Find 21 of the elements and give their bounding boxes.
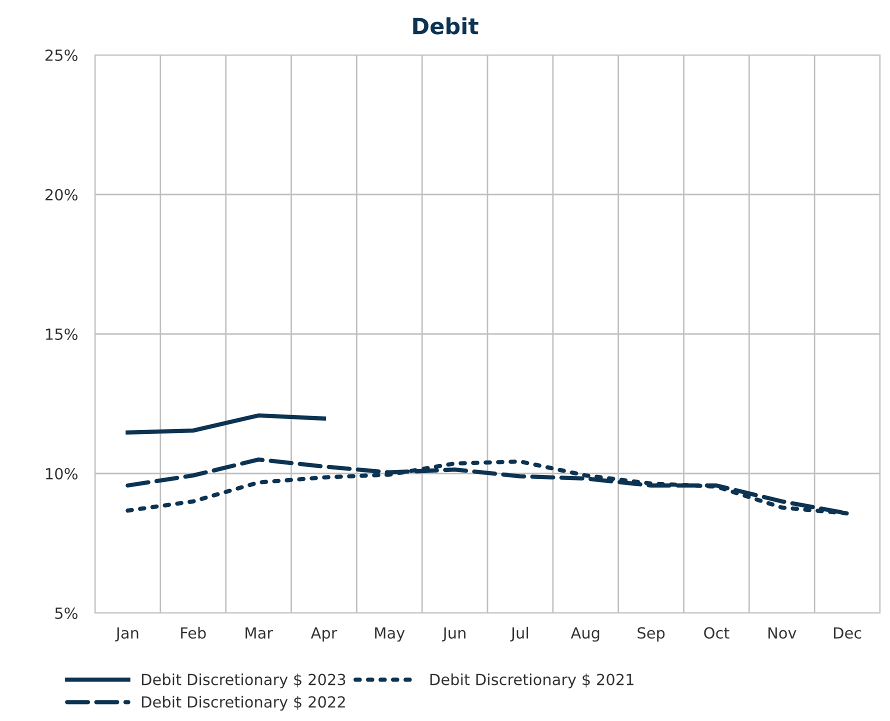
x-tick-label: Jun bbox=[442, 627, 466, 642]
y-tick-label: 10% bbox=[46, 468, 78, 480]
x-tick-label: Aug bbox=[570, 627, 600, 642]
x-tick-label: Sep bbox=[638, 627, 665, 642]
x-tick-label: Feb bbox=[181, 626, 206, 639]
x-tick-label: Jan bbox=[115, 627, 138, 642]
legend-label: Debit Discretionary $ 2022 bbox=[142, 696, 345, 711]
y-tick-label: 20% bbox=[45, 188, 78, 201]
chart-title: Debit bbox=[413, 17, 478, 34]
x-tick-label: May bbox=[375, 627, 405, 642]
x-tick-label: Dec bbox=[834, 627, 862, 639]
x-tick-label: Nov bbox=[768, 627, 796, 639]
legend-label: Debit Discretionary $ 2023 bbox=[142, 673, 346, 688]
y-tick-label: 25% bbox=[45, 49, 78, 62]
x-tick-label: Mar bbox=[246, 627, 273, 639]
x-tick-label: Apr bbox=[310, 627, 338, 642]
x-tick-label: Jul bbox=[510, 626, 528, 642]
x-tick-label: Oct bbox=[704, 627, 730, 639]
y-tick-label: 5% bbox=[55, 607, 78, 620]
y-tick-label: 15% bbox=[46, 328, 78, 340]
legend-label: Debit Discretionary $ 2021 bbox=[430, 673, 634, 688]
